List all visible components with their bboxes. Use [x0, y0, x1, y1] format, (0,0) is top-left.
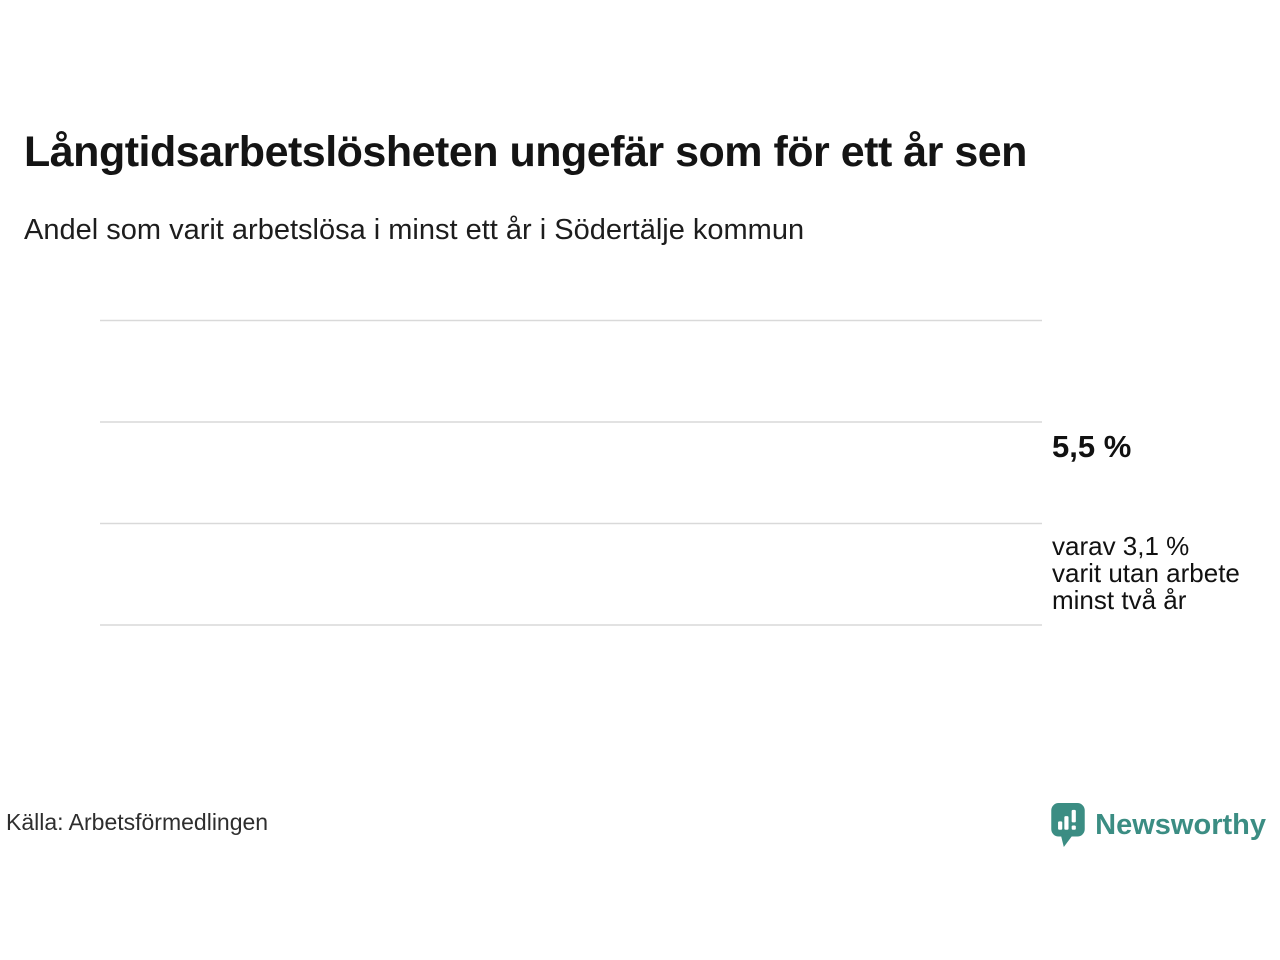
latest-value-label: 5,5 % [1052, 429, 1132, 464]
source-note: Källa: Arbetsförmedlingen [6, 809, 269, 835]
bar-chart-speech-bubble-icon [1051, 803, 1085, 847]
page-title: Långtidsarbetslösheten ungefär som för e… [24, 128, 1027, 176]
chart-subtitle: Andel som varit arbetslösa i minst ett å… [24, 214, 805, 246]
annotation-line-2: varit utan arbete [1052, 558, 1240, 588]
newsworthy-logo: Newsworthy [1050, 802, 1266, 848]
annotation-line-1: varav 3,1 % [1052, 531, 1190, 561]
newsworthy-logo-text: Newsworthy [1095, 808, 1266, 841]
secondary-series-annotation: varav 3,1 % varit utan arbete minst två … [1052, 533, 1240, 614]
annotation-line-3: minst två år [1052, 585, 1187, 615]
